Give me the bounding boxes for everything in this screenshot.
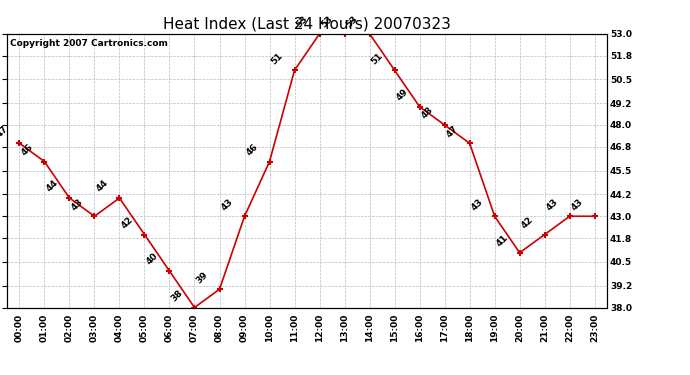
- Text: 47: 47: [444, 124, 460, 139]
- Text: 43: 43: [544, 197, 560, 212]
- Text: 43: 43: [219, 197, 235, 212]
- Text: 44: 44: [44, 178, 60, 194]
- Text: 43: 43: [470, 197, 485, 212]
- Text: 44: 44: [95, 178, 110, 194]
- Text: 38: 38: [170, 288, 185, 303]
- Text: 53: 53: [319, 14, 335, 30]
- Text: 46: 46: [244, 142, 260, 158]
- Text: 39: 39: [195, 270, 210, 285]
- Text: 41: 41: [495, 233, 510, 249]
- Text: 49: 49: [395, 87, 410, 103]
- Text: 53: 53: [295, 14, 310, 30]
- Text: 53: 53: [345, 14, 360, 30]
- Text: 47: 47: [0, 124, 10, 139]
- Text: 48: 48: [420, 105, 435, 121]
- Text: 40: 40: [145, 252, 160, 267]
- Text: 43: 43: [70, 197, 85, 212]
- Text: 51: 51: [370, 51, 385, 66]
- Text: 51: 51: [270, 51, 285, 66]
- Text: 42: 42: [119, 215, 135, 230]
- Text: 43: 43: [570, 197, 585, 212]
- Text: 42: 42: [520, 215, 535, 230]
- Text: Copyright 2007 Cartronics.com: Copyright 2007 Cartronics.com: [10, 39, 168, 48]
- Title: Heat Index (Last 24 Hours) 20070323: Heat Index (Last 24 Hours) 20070323: [163, 16, 451, 31]
- Text: 46: 46: [19, 142, 34, 158]
